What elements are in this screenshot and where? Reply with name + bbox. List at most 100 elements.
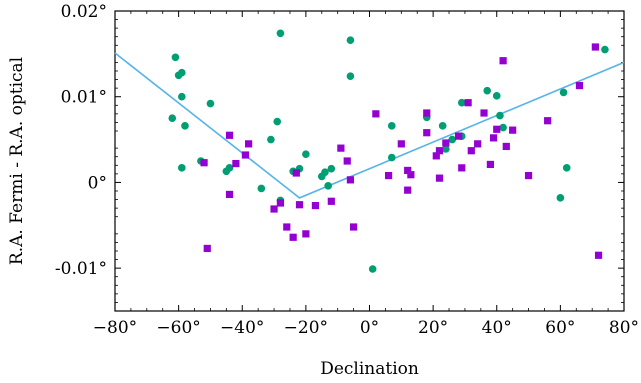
- data-point-circle: [324, 182, 332, 190]
- y-tick-label: -0.01°: [55, 259, 107, 279]
- data-point-square: [407, 171, 415, 179]
- data-point-circle: [321, 168, 329, 176]
- x-tick-label: −60°: [156, 318, 200, 338]
- data-point-square: [591, 43, 599, 51]
- data-point-square: [289, 233, 297, 241]
- data-point-circle: [171, 53, 180, 62]
- data-point-circle: [225, 164, 234, 172]
- data-point-square: [435, 174, 444, 182]
- data-point-square: [302, 230, 310, 238]
- data-point-square: [343, 157, 351, 165]
- data-point-circle: [457, 98, 466, 107]
- x-tick-label: −20°: [284, 318, 328, 338]
- y-tick-label: 0.01°: [61, 88, 107, 108]
- data-point-square: [474, 140, 482, 148]
- data-point-circle: [438, 122, 447, 130]
- fit-line: [114, 52, 625, 199]
- data-point-square: [337, 144, 345, 152]
- data-point-square: [464, 99, 472, 107]
- x-tick-label: 0°: [360, 318, 379, 338]
- data-point-circle: [556, 194, 565, 202]
- data-point-circle: [483, 86, 492, 95]
- data-point-circle: [387, 153, 396, 162]
- data-point-circle: [562, 164, 571, 172]
- data-point-square: [372, 110, 380, 118]
- data-points-layer: [168, 29, 609, 273]
- x-axis-label: Declination: [320, 359, 419, 379]
- data-point-square: [454, 132, 463, 140]
- data-point-square: [544, 117, 552, 125]
- data-point-square: [458, 164, 466, 172]
- data-point-square: [283, 223, 291, 231]
- x-tick-label: −40°: [220, 318, 264, 338]
- data-point-circle: [346, 72, 355, 80]
- data-point-square: [225, 190, 234, 199]
- y-axis-label: R.A. Fermi - R.A. optical: [7, 57, 27, 265]
- data-point-circle: [368, 265, 377, 273]
- data-point-square: [502, 142, 510, 151]
- data-point-square: [423, 109, 431, 117]
- data-point-circle: [273, 117, 282, 126]
- data-point-circle: [442, 145, 450, 153]
- data-point-circle: [267, 135, 275, 144]
- data-point-square: [435, 147, 444, 155]
- data-point-circle: [387, 122, 396, 130]
- x-tick-label: 80°: [609, 318, 639, 338]
- data-point-square: [349, 223, 358, 231]
- data-point-square: [327, 197, 335, 205]
- x-tick-label: −80°: [93, 318, 137, 338]
- data-point-square: [509, 126, 517, 134]
- data-point-circle: [499, 123, 507, 132]
- x-tick-label: 20°: [418, 318, 448, 338]
- data-point-square: [245, 140, 253, 148]
- data-point-square: [442, 139, 450, 147]
- data-point-circle: [168, 114, 177, 122]
- data-point-circle: [178, 68, 186, 77]
- data-point-square: [203, 244, 211, 253]
- data-point-square: [200, 159, 208, 167]
- data-point-square: [404, 166, 412, 175]
- data-point-circle: [181, 122, 189, 130]
- x-tick-label: 40°: [482, 318, 512, 338]
- data-point-square: [575, 81, 584, 90]
- data-point-circle: [276, 29, 285, 38]
- data-point-square: [292, 169, 300, 177]
- data-point-circle: [206, 99, 215, 108]
- plot-area-frame: [114, 10, 625, 312]
- data-point-square: [480, 109, 488, 117]
- data-point-square: [346, 176, 355, 184]
- data-point-square: [423, 129, 431, 137]
- data-point-circle: [492, 92, 501, 100]
- y-tick-label: 0°: [88, 173, 107, 193]
- data-point-circle: [601, 45, 609, 54]
- data-point-square: [311, 201, 320, 210]
- data-point-circle: [257, 184, 266, 193]
- data-point-square: [397, 140, 405, 148]
- fit-line-layer: [114, 52, 625, 199]
- data-point-square: [295, 201, 304, 209]
- data-point-circle: [302, 150, 310, 158]
- data-point-square: [524, 171, 533, 180]
- data-point-square: [499, 57, 507, 65]
- data-point-circle: [178, 164, 186, 172]
- data-point-circle: [327, 164, 336, 173]
- data-point-circle: [346, 36, 355, 44]
- data-point-square: [270, 205, 278, 213]
- tick-labels: −80° −60° −40° −20° 0° 20° 40° 60° 80° -0.01° 0° 0.…: [55, 2, 639, 338]
- data-point-square: [241, 151, 250, 159]
- data-point-square: [486, 160, 494, 169]
- data-point-circle: [496, 111, 504, 120]
- data-point-square: [489, 134, 498, 142]
- axis-ticks: [114, 10, 625, 311]
- data-point-square: [432, 152, 440, 160]
- data-point-square: [493, 125, 501, 133]
- data-point-circle: [178, 92, 186, 101]
- data-point-square: [232, 159, 240, 168]
- x-tick-label: 60°: [545, 318, 575, 338]
- data-point-square: [594, 251, 603, 259]
- data-point-square: [225, 131, 234, 139]
- data-point-square: [467, 147, 475, 155]
- data-point-square: [276, 199, 285, 207]
- y-tick-label: 0.02°: [61, 2, 107, 22]
